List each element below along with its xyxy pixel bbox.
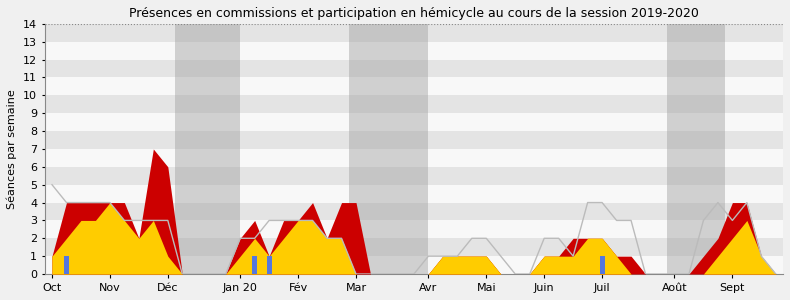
Bar [45,95,783,113]
Bar [45,60,783,77]
Bar [45,256,783,274]
Bar [252,256,258,274]
Bar [45,42,783,60]
Bar [45,131,783,149]
Bar [64,256,69,274]
Bar [668,24,725,274]
Bar [266,256,272,274]
Bar [45,77,783,95]
Bar [45,24,783,42]
Bar [175,24,240,274]
Bar [45,238,783,256]
Bar [348,24,428,274]
Bar [45,185,783,203]
Bar [45,202,783,220]
Y-axis label: Séances par semaine: Séances par semaine [7,89,17,209]
Bar [45,220,783,238]
Bar [45,113,783,131]
Bar [600,256,604,274]
Bar [45,149,783,167]
Title: Présences en commissions et participation en hémicycle au cours de la session 20: Présences en commissions et participatio… [129,7,699,20]
Bar [45,167,783,185]
